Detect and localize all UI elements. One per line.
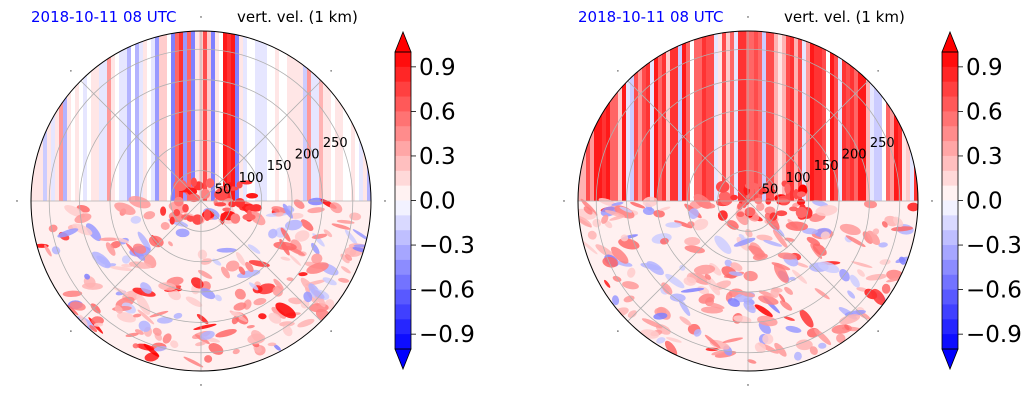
colorbar-level (395, 96, 411, 112)
colorbar-level (942, 259, 958, 276)
colorbar-level (395, 126, 411, 142)
colorbar-level (395, 170, 411, 187)
radial-tick-label: 50 (762, 182, 779, 197)
colorbar-level (395, 304, 411, 320)
radial-tick-label: 250 (870, 136, 895, 151)
colorbar-level (942, 96, 958, 112)
angular-tick (617, 330, 619, 332)
polar-grid (31, 31, 371, 371)
radial-tick-label: 100 (239, 171, 264, 186)
colorbar: 0.9 0.6 0.3 0.0 −0.3 −0.6 −0.9 (394, 30, 475, 371)
colorbar-level (942, 185, 958, 201)
polar-frame (30, 30, 372, 372)
radial-tick-label: 200 (295, 148, 320, 163)
colorbar-level (395, 185, 411, 201)
colorbar-tick-label: 0.0 (966, 189, 1003, 215)
colorbar-level (942, 81, 958, 98)
colorbar-tick-label: −0.6 (419, 278, 475, 304)
colorbar-level (395, 141, 411, 157)
angular-tick (200, 384, 202, 386)
angular-tick (384, 200, 386, 202)
colorbar-level (942, 111, 958, 127)
panel-variable-title-right: vert. vel. (1 km) (784, 8, 905, 26)
angular-tick (330, 330, 332, 332)
colorbar-tick-label: −0.9 (419, 322, 475, 348)
colorbar-tick-label: −0.3 (419, 233, 475, 259)
radial-tick-label: 250 (323, 136, 348, 151)
angular-tick (617, 70, 619, 72)
colorbar-level (942, 289, 958, 305)
radial-tick-label: 150 (267, 159, 292, 174)
colorbar-extend-max (941, 30, 959, 53)
radial-tick-label: 100 (786, 171, 811, 186)
colorbar: 0.9 0.6 0.3 0.0 −0.3 −0.6 −0.9 (941, 30, 1022, 371)
colorbar-tick-label: 0.0 (419, 189, 456, 215)
polar-panel-left: 50 100 150 200 250 0.9 0.6 0.3 0.0 −0.3 −0.6 −0.9 2… (16, 8, 475, 386)
colorbar-level (395, 245, 411, 261)
colorbar-level (942, 245, 958, 261)
colorbar-level (395, 230, 411, 246)
colorbar-level (395, 155, 411, 172)
colorbar-level (942, 215, 958, 231)
angular-tick (747, 384, 749, 386)
polar-frame (577, 30, 919, 372)
colorbar-tick-label: 0.6 (419, 99, 456, 125)
colorbar-level (395, 215, 411, 231)
angular-tick (16, 200, 18, 202)
colorbar-extend-max (394, 30, 412, 53)
colorbar-level (395, 334, 411, 350)
colorbar-level (942, 200, 958, 216)
colorbar-tick-label: 0.6 (966, 99, 1003, 125)
angular-tick (931, 200, 933, 202)
colorbar-tick-label: 0.3 (966, 144, 1003, 170)
colorbar-tick-label: −0.3 (966, 233, 1022, 259)
colorbar-level (395, 319, 411, 335)
radial-tick-label: 150 (814, 159, 839, 174)
colorbar-level (395, 52, 411, 68)
angular-tick (877, 70, 879, 72)
angular-tick (70, 70, 72, 72)
angular-tick (877, 330, 879, 332)
colorbar-level (395, 81, 411, 98)
colorbar-level (942, 66, 958, 83)
colorbar-level (395, 289, 411, 305)
colorbar-extend-min (394, 348, 412, 371)
panel-variable-title-left: vert. vel. (1 km) (237, 8, 358, 26)
colorbar-level (395, 66, 411, 83)
colorbar-level (942, 334, 958, 350)
angular-tick (70, 330, 72, 332)
colorbar-tick-label: −0.9 (966, 322, 1022, 348)
colorbar-level (395, 200, 411, 216)
colorbar-level (942, 141, 958, 157)
colorbar-level (942, 274, 958, 291)
colorbar-extend-min (941, 348, 959, 371)
panel-date-title-right: 2018-10-11 08 UTC (578, 8, 724, 26)
angular-tick (200, 16, 202, 18)
colorbar-tick-label: 0.9 (419, 55, 456, 81)
colorbar-level (395, 274, 411, 291)
colorbar-level (942, 319, 958, 335)
panel-date-title-left: 2018-10-11 08 UTC (31, 8, 177, 26)
polar-panel-right: 50 100 150 200 250 0.9 0.6 0.3 0.0 −0.3 −0.6 −0.9 2… (547, 0, 1036, 401)
radial-tick-label: 50 (215, 182, 232, 197)
colorbar-level (942, 230, 958, 246)
colorbar-level (942, 52, 958, 68)
colorbar-level (942, 304, 958, 320)
colorbar-level (395, 111, 411, 127)
colorbar-level (942, 170, 958, 187)
polar-grid (578, 31, 918, 371)
colorbar-level (942, 155, 958, 172)
colorbar-level (395, 259, 411, 276)
colorbar-tick-label: 0.3 (419, 144, 456, 170)
angular-tick (747, 16, 749, 18)
colorbar-tick-label: −0.6 (966, 278, 1022, 304)
angular-tick (330, 70, 332, 72)
radial-tick-label: 200 (842, 148, 867, 163)
colorbar-level (942, 126, 958, 142)
angular-tick (563, 200, 565, 202)
colorbar-tick-label: 0.9 (966, 55, 1003, 81)
